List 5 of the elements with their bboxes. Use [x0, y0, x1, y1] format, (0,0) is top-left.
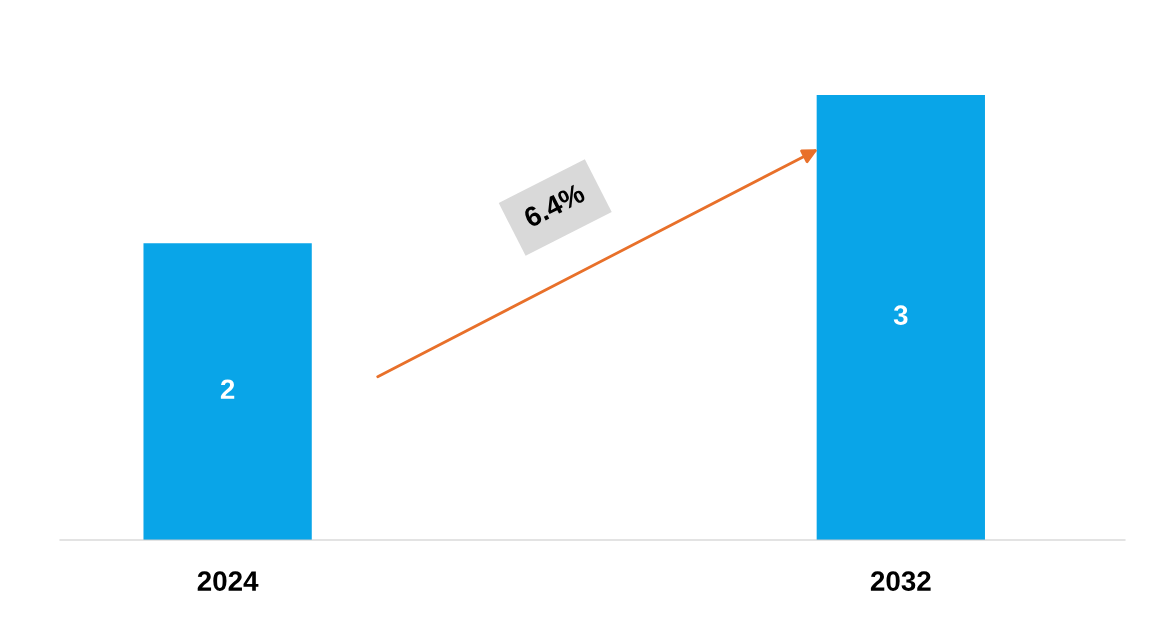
annotation: 6.4%	[522, 182, 587, 229]
x-tick-label: 2032	[870, 571, 931, 591]
data-label: 2	[220, 379, 235, 399]
data-label: 3	[893, 305, 908, 325]
x-tick-label: 2024	[197, 571, 259, 591]
